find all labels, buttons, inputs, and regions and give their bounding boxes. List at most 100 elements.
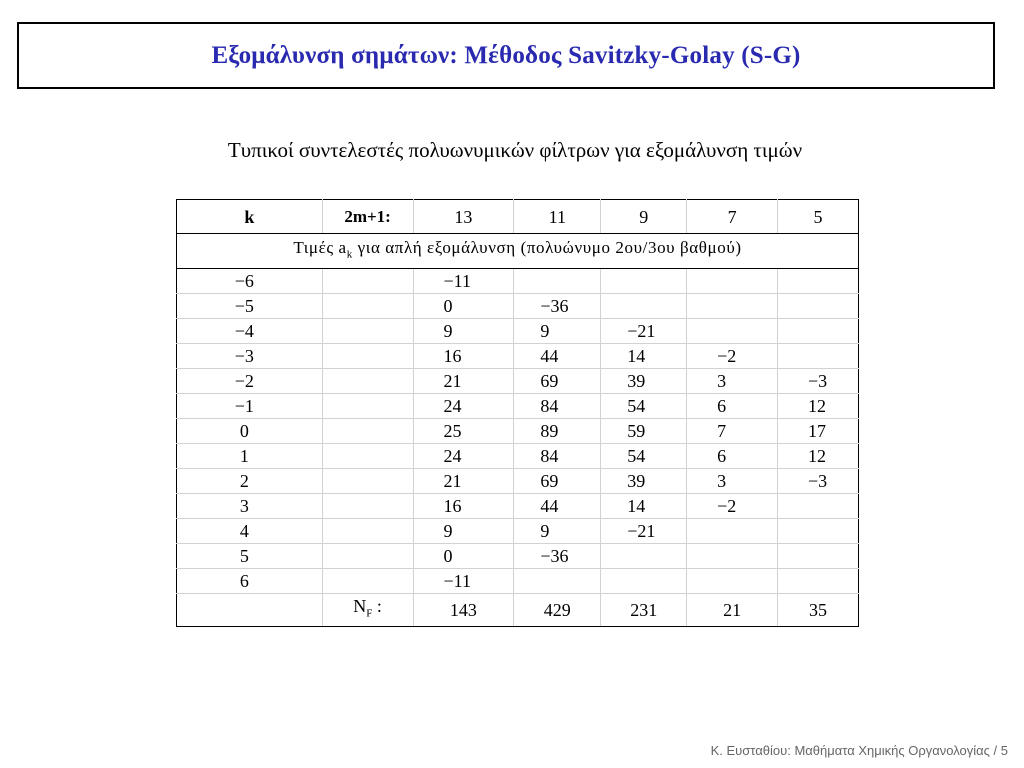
- table-row: −1 24 84 54 6 12: [176, 393, 859, 419]
- row-k-value: −2: [176, 368, 323, 394]
- nf-label-suffix: :: [372, 596, 382, 616]
- coefficient-cell: [686, 518, 779, 544]
- coefficient-cell: 9: [412, 318, 515, 344]
- coefficient-cell: 6: [686, 393, 779, 419]
- coefficient-cell: 3: [686, 468, 779, 494]
- header-window-size: 2m+1:: [321, 199, 414, 234]
- coefficient-cell: −36: [513, 543, 602, 569]
- row-k-value: −1: [176, 393, 323, 419]
- coefficient-cell: −36: [513, 293, 602, 319]
- row-k-value: 3: [176, 493, 323, 519]
- coefficient-cell: [777, 293, 859, 319]
- coefficient-cell: 54: [600, 393, 688, 419]
- row-spacer-cell: [321, 318, 414, 344]
- caption-prefix: Τιμές a: [293, 237, 347, 257]
- row-spacer-cell: [321, 293, 414, 319]
- coefficient-cell: [600, 293, 688, 319]
- nf-value-cell: 21: [686, 593, 779, 627]
- coefficient-cell: 84: [513, 443, 602, 469]
- coefficient-cell: −3: [777, 368, 859, 394]
- slide-title-box: Εξομάλυνση σημάτων: Μέθοδος Savitzky-Gol…: [17, 22, 995, 89]
- table-row: 5 0 −36: [176, 543, 859, 569]
- coefficient-cell: [777, 493, 859, 519]
- coefficient-cell: −3: [777, 468, 859, 494]
- coefficient-cell: 69: [513, 368, 602, 394]
- coefficient-cell: [600, 568, 688, 594]
- coefficient-cell: [686, 293, 779, 319]
- coefficient-cell: 24: [412, 443, 515, 469]
- header-col-13: 13: [412, 199, 515, 234]
- coefficient-cell: 16: [412, 343, 515, 369]
- coefficient-cell: [686, 318, 779, 344]
- row-k-value: −6: [176, 268, 323, 294]
- coefficient-cell: 21: [412, 468, 515, 494]
- coefficient-cell: 84: [513, 393, 602, 419]
- coefficient-cell: 12: [777, 393, 859, 419]
- row-k-value: 4: [176, 518, 323, 544]
- coefficient-cell: 14: [600, 493, 688, 519]
- row-k-value: 2: [176, 468, 323, 494]
- coefficient-cell: −11: [412, 268, 515, 294]
- table-caption-row: Τιμές ak για απλή εξομάλυνση (πολυώνυμο …: [176, 233, 859, 269]
- coefficient-cell: 39: [600, 468, 688, 494]
- nf-value-cell: 35: [777, 593, 859, 627]
- coefficient-cell: [600, 268, 688, 294]
- nf-value-cell: 231: [600, 593, 688, 627]
- coefficient-cell: 69: [513, 468, 602, 494]
- caption-sub: k: [346, 248, 353, 261]
- coefficient-cell: 0: [412, 293, 515, 319]
- nf-value-cell: 429: [513, 593, 602, 627]
- row-spacer-cell: [321, 343, 414, 369]
- table-header-row: k 2m+1: 13 11 9 7 5: [176, 199, 859, 234]
- slide-title: Εξομάλυνση σημάτων: Μέθοδος Savitzky-Gol…: [211, 41, 801, 69]
- table-row: −6 −11: [176, 268, 859, 294]
- coefficient-cell: 54: [600, 443, 688, 469]
- table-row: −4 9 9 −21: [176, 318, 859, 344]
- coefficient-cell: 12: [777, 443, 859, 469]
- coefficient-cell: 89: [513, 418, 602, 444]
- row-k-value: −3: [176, 343, 323, 369]
- coefficient-cell: [686, 268, 779, 294]
- row-k-value: 6: [176, 568, 323, 594]
- table-row: −3 16 44 14 −2: [176, 343, 859, 369]
- coefficient-cell: 25: [412, 418, 515, 444]
- row-spacer-cell: [321, 393, 414, 419]
- coefficient-cell: [686, 543, 779, 569]
- header-col-11: 11: [513, 199, 602, 234]
- row-spacer-cell: [321, 443, 414, 469]
- row-spacer-cell: [321, 268, 414, 294]
- coefficient-cell: 44: [513, 493, 602, 519]
- nf-label-sub: F: [366, 607, 373, 620]
- nf-label-main: N: [353, 596, 367, 616]
- row-spacer-cell: [321, 518, 414, 544]
- row-spacer-cell: [321, 568, 414, 594]
- row-k-value: 5: [176, 543, 323, 569]
- coefficient-cell: 9: [513, 318, 602, 344]
- row-k-value: −4: [176, 318, 323, 344]
- coefficient-cell: 0: [412, 543, 515, 569]
- coefficient-cell: 7: [686, 418, 779, 444]
- normalization-row: NF :143 429 231 21 35: [176, 593, 859, 627]
- row-k-value: 1: [176, 443, 323, 469]
- row-spacer-cell: [321, 368, 414, 394]
- coefficient-cell: [513, 568, 602, 594]
- coefficient-cell: −21: [600, 518, 688, 544]
- table-row: −2 21 69 39 3 −3: [176, 368, 859, 394]
- header-col-9: 9: [600, 199, 688, 234]
- table-caption: Τιμές ak για απλή εξομάλυνση (πολυώνυμο …: [176, 233, 859, 269]
- coefficient-cell: [777, 318, 859, 344]
- row-k-value: 0: [176, 418, 323, 444]
- coefficient-cell: 17: [777, 418, 859, 444]
- caption-suffix: για απλή εξομάλυνση (πολυώνυμο 2ου/3ου β…: [352, 237, 742, 257]
- coefficient-cell: −11: [412, 568, 515, 594]
- row-spacer-cell: [321, 468, 414, 494]
- coefficient-cell: 14: [600, 343, 688, 369]
- coefficient-cell: [777, 518, 859, 544]
- coefficient-cell: 6: [686, 443, 779, 469]
- coefficient-cell: 21: [412, 368, 515, 394]
- coefficient-cell: 39: [600, 368, 688, 394]
- coefficient-cell: [777, 343, 859, 369]
- coefficient-cell: [600, 543, 688, 569]
- coefficient-cell: [777, 268, 859, 294]
- header-col-7: 7: [686, 199, 779, 234]
